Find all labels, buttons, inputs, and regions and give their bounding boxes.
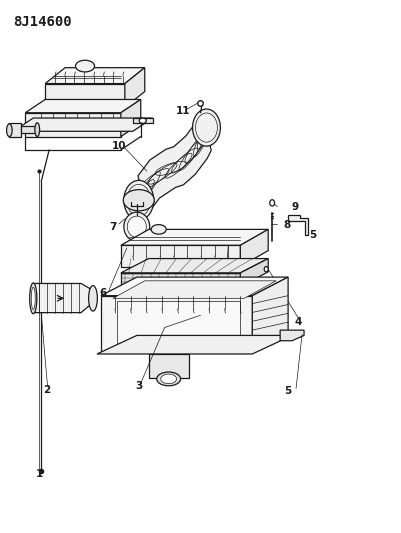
Polygon shape [101, 277, 288, 296]
Polygon shape [121, 245, 240, 266]
Polygon shape [25, 113, 121, 136]
Ellipse shape [124, 212, 150, 241]
Ellipse shape [127, 216, 146, 237]
Polygon shape [97, 335, 292, 354]
Polygon shape [121, 100, 141, 136]
Text: 2: 2 [44, 384, 51, 394]
Polygon shape [280, 330, 304, 341]
Text: 3: 3 [135, 381, 142, 391]
Polygon shape [240, 259, 268, 287]
Ellipse shape [123, 190, 154, 211]
Polygon shape [9, 123, 21, 136]
Text: 10: 10 [111, 141, 126, 151]
Polygon shape [13, 118, 153, 131]
Ellipse shape [270, 200, 275, 206]
Ellipse shape [6, 124, 12, 136]
Text: 4: 4 [294, 317, 302, 327]
Text: 11: 11 [175, 106, 190, 116]
Text: 8: 8 [283, 220, 291, 230]
Polygon shape [45, 68, 145, 84]
Ellipse shape [192, 109, 221, 146]
Ellipse shape [30, 283, 37, 314]
Text: 5: 5 [284, 386, 292, 396]
Ellipse shape [161, 374, 176, 384]
Polygon shape [133, 118, 153, 123]
Polygon shape [138, 112, 211, 214]
Ellipse shape [124, 180, 154, 220]
Polygon shape [113, 281, 276, 298]
Polygon shape [45, 84, 125, 108]
Polygon shape [21, 126, 37, 133]
Ellipse shape [31, 287, 35, 310]
Polygon shape [240, 229, 268, 266]
Text: 5: 5 [310, 230, 317, 240]
Text: 8J14600: 8J14600 [13, 14, 72, 29]
Polygon shape [33, 284, 93, 313]
Polygon shape [121, 259, 268, 273]
Polygon shape [288, 215, 308, 235]
Polygon shape [101, 296, 252, 351]
Polygon shape [121, 229, 268, 245]
Polygon shape [25, 100, 141, 113]
Polygon shape [117, 301, 240, 343]
Polygon shape [125, 68, 145, 108]
Ellipse shape [157, 372, 180, 386]
Ellipse shape [151, 224, 166, 234]
Text: 1: 1 [36, 470, 43, 479]
Ellipse shape [89, 286, 97, 311]
Text: 7: 7 [109, 222, 117, 232]
Ellipse shape [127, 184, 151, 216]
Text: 6: 6 [99, 288, 107, 298]
Polygon shape [252, 277, 288, 351]
Ellipse shape [139, 118, 146, 123]
Ellipse shape [75, 60, 95, 72]
Ellipse shape [264, 266, 268, 272]
Polygon shape [121, 273, 240, 287]
Text: 9: 9 [291, 202, 298, 212]
Polygon shape [149, 354, 188, 378]
Ellipse shape [35, 123, 40, 136]
